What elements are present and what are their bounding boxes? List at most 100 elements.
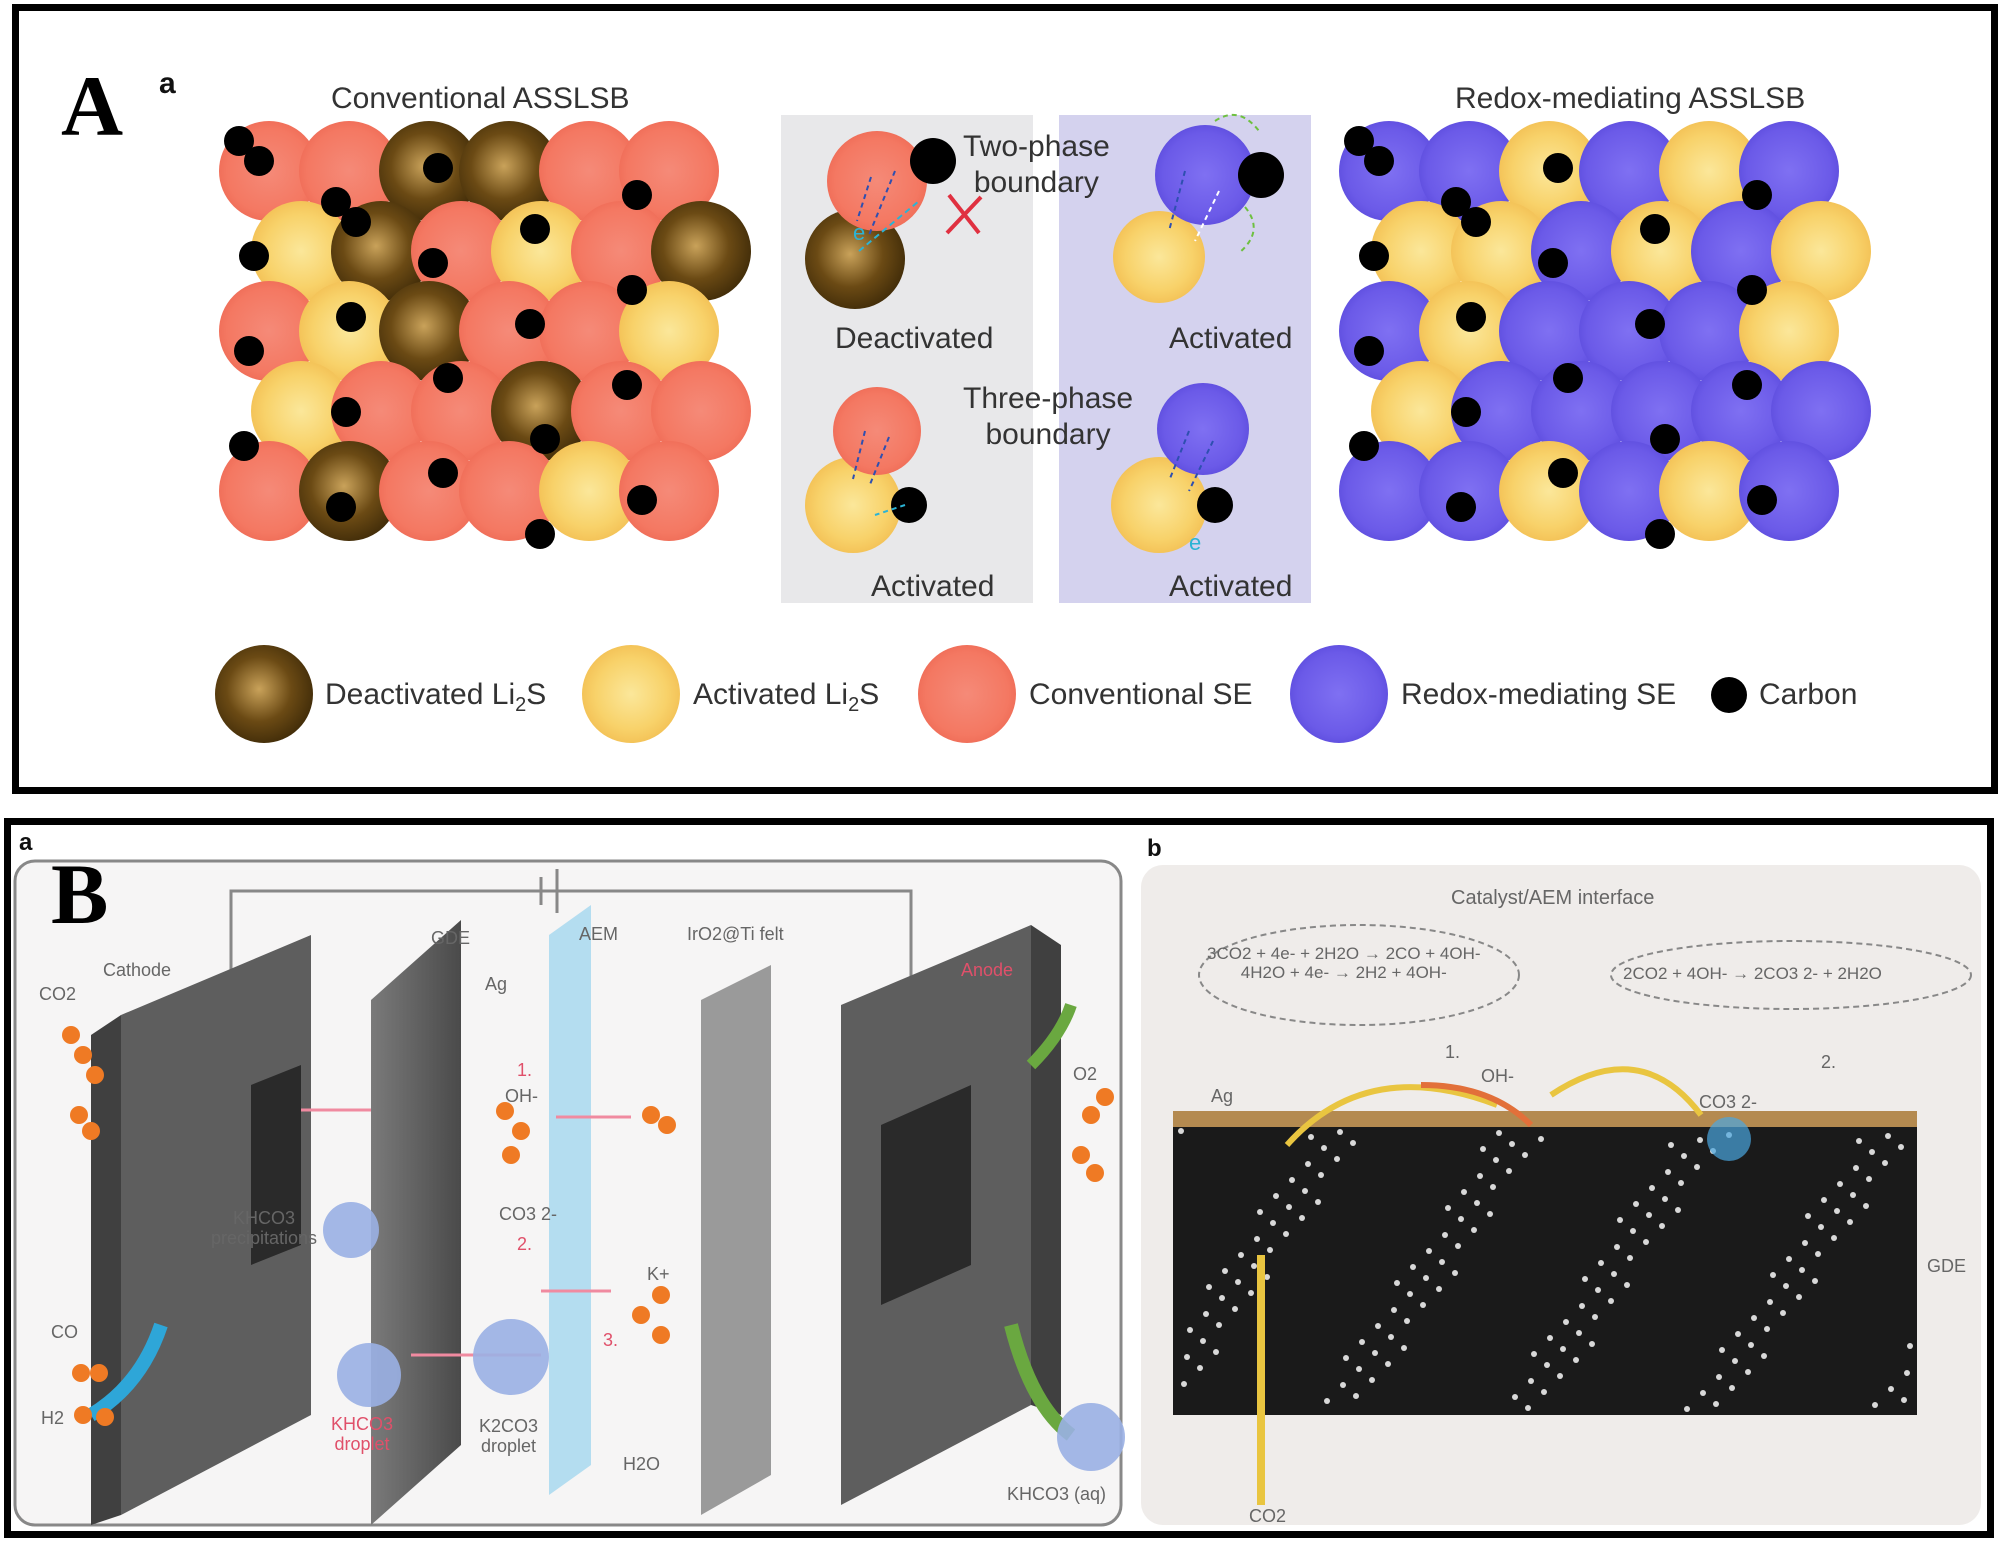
deactivated-particle bbox=[491, 361, 591, 461]
irox-felt bbox=[701, 965, 771, 1515]
redox-se-particle bbox=[1419, 441, 1519, 541]
co3-label: CO3 2- bbox=[499, 1204, 558, 1224]
conventional-se-particle bbox=[539, 121, 639, 221]
cathode-label: Cathode bbox=[103, 960, 172, 980]
gde-speckle bbox=[1219, 1295, 1225, 1301]
gde-speckle bbox=[1445, 1205, 1451, 1211]
gde-speckle bbox=[1557, 1373, 1563, 1379]
gde-speckle bbox=[1343, 1355, 1349, 1361]
gde-speckle bbox=[1624, 1282, 1630, 1288]
gde-speckle bbox=[1264, 1274, 1270, 1280]
step1-label: 1. bbox=[517, 1060, 533, 1080]
gde-speckle bbox=[1630, 1228, 1636, 1234]
gde-speckle bbox=[1627, 1255, 1633, 1261]
gde-speckle bbox=[1592, 1314, 1598, 1320]
activated-particle bbox=[1739, 281, 1839, 381]
gde-speckle bbox=[1286, 1204, 1292, 1210]
gde-speckle bbox=[1617, 1217, 1623, 1223]
carbon-particle bbox=[239, 241, 269, 271]
molecule-atom bbox=[652, 1326, 670, 1344]
carbon-particle bbox=[910, 138, 956, 184]
carbon-particle bbox=[1650, 424, 1680, 454]
oh-label: OH- bbox=[505, 1086, 538, 1106]
b-step1-label: 1. bbox=[1445, 1042, 1461, 1062]
gde-speckle bbox=[1694, 1164, 1700, 1170]
gde-speckle bbox=[1372, 1350, 1378, 1356]
gde-speckle bbox=[1589, 1341, 1595, 1347]
gde-speckle bbox=[1856, 1138, 1862, 1144]
gde-speckle bbox=[1863, 1203, 1869, 1209]
gde-speckle bbox=[1203, 1311, 1209, 1317]
molecule-atom bbox=[74, 1406, 92, 1424]
redox-se-particle bbox=[1691, 201, 1791, 301]
gde-speckle bbox=[1573, 1357, 1579, 1363]
gde-speckle bbox=[1850, 1192, 1856, 1198]
carbon-particle bbox=[622, 180, 652, 210]
gde-speckle bbox=[1904, 1370, 1910, 1376]
carbon-particle bbox=[1344, 126, 1374, 156]
carbon-particle bbox=[1640, 214, 1670, 244]
gde-speckle bbox=[1235, 1279, 1241, 1285]
gde-speckle bbox=[1305, 1161, 1311, 1167]
gde-speckle bbox=[1423, 1275, 1429, 1281]
electron-label: e bbox=[1189, 530, 1202, 555]
carbon-particle bbox=[1364, 146, 1394, 176]
gde-speckle bbox=[1780, 1310, 1786, 1316]
gde-speckle bbox=[1232, 1306, 1238, 1312]
gde-speckle bbox=[1898, 1144, 1904, 1150]
panel-b-diagram bbox=[13, 859, 1981, 1527]
b-step2-label: 2. bbox=[1821, 1052, 1837, 1072]
gde-speckle bbox=[1490, 1184, 1496, 1190]
gde-speckle bbox=[1426, 1248, 1432, 1254]
activated-particle bbox=[1111, 457, 1207, 553]
activated-particle bbox=[1371, 201, 1471, 301]
gde-speckle bbox=[1385, 1361, 1391, 1367]
gde-speckle bbox=[1853, 1165, 1859, 1171]
conventional-se-particle bbox=[539, 281, 639, 381]
gde-speckle bbox=[1818, 1224, 1824, 1230]
gde-speckle bbox=[1302, 1188, 1308, 1194]
gde-speckle bbox=[1184, 1354, 1190, 1360]
legend-carbon-label: Carbon bbox=[1759, 678, 1858, 711]
gde-speckle bbox=[1608, 1298, 1614, 1304]
b-co3-label: CO3 2- bbox=[1699, 1092, 1758, 1112]
panel-a-sub-label: a bbox=[159, 67, 176, 100]
carbon-particle bbox=[627, 485, 657, 515]
gde-speckle bbox=[1662, 1196, 1668, 1202]
interface-title: Catalyst/AEM interface bbox=[1451, 887, 1655, 909]
gde-speckle bbox=[1458, 1216, 1464, 1222]
gde-speckle bbox=[1506, 1168, 1512, 1174]
gde-speckle bbox=[1213, 1349, 1219, 1355]
activated-caption-conventional: Activated bbox=[871, 570, 995, 603]
carbon-particle bbox=[1446, 492, 1476, 522]
molecule-atom bbox=[642, 1106, 660, 1124]
legend-activated-swatch bbox=[582, 645, 680, 743]
gde-speckle bbox=[1576, 1330, 1582, 1336]
redox-se-particle bbox=[1771, 361, 1871, 461]
carbon-particle bbox=[1354, 336, 1384, 366]
carbon-particle bbox=[617, 275, 647, 305]
gde-speckle bbox=[1547, 1335, 1553, 1341]
panel-b-sub-b: b bbox=[1147, 835, 1162, 862]
deactivated-particle bbox=[379, 281, 479, 381]
carbon-particle bbox=[515, 309, 545, 339]
molecule-atom bbox=[86, 1066, 104, 1084]
conventional-se-particle bbox=[827, 131, 927, 231]
gde-speckle bbox=[1821, 1197, 1827, 1203]
gde-speckle bbox=[1528, 1378, 1534, 1384]
gde-speckle bbox=[1289, 1177, 1295, 1183]
redox-se-particle bbox=[1611, 361, 1711, 461]
gde-speckle bbox=[1353, 1393, 1359, 1399]
gde-speckle bbox=[1324, 1398, 1330, 1404]
gde-speckle bbox=[1321, 1145, 1327, 1151]
gde-speckle bbox=[1745, 1369, 1751, 1375]
o2-label: O2 bbox=[1073, 1064, 1098, 1084]
panel-a-letter: A bbox=[61, 58, 124, 154]
molecule-atom bbox=[658, 1116, 676, 1134]
gde-speckle bbox=[1200, 1338, 1206, 1344]
anode-window bbox=[881, 1085, 971, 1305]
molecule-atom bbox=[62, 1026, 80, 1044]
khco3-aq-droplet bbox=[1057, 1403, 1125, 1471]
conventional-se-particle bbox=[459, 441, 559, 541]
gde-speckle bbox=[1761, 1353, 1767, 1359]
